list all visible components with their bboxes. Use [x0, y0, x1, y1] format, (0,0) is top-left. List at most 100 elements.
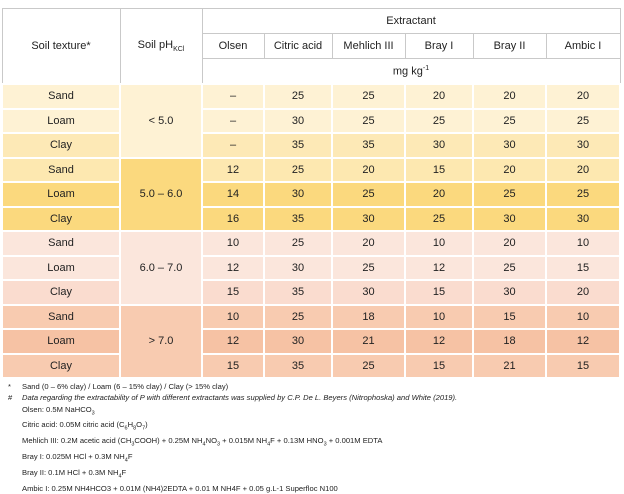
value-cell: 18 — [331, 303, 406, 330]
value-cell: 10 — [201, 303, 265, 330]
subscript: 3 — [91, 410, 95, 417]
value-cell: 15 — [404, 279, 474, 306]
footnote-text: Olsen: 0.5M NaHCO3 — [22, 405, 95, 417]
text: NO — [205, 436, 217, 446]
value-cell: 15 — [201, 352, 265, 379]
value-cell: 30 — [263, 254, 333, 281]
texture-cell: Clay — [1, 132, 121, 159]
footnote-text: Bray II: 0.1M HCl + 0.3M NH4F — [22, 467, 127, 480]
value-cell: 20 — [404, 83, 474, 110]
value-cell: 25 — [404, 205, 474, 232]
text: F — [121, 467, 127, 477]
footnote: # Data regarding the extractability of P … — [8, 392, 620, 403]
value-cell: 21 — [472, 352, 547, 379]
data-row: Sand < 5.0–25 25 20 20 20 — [1, 83, 621, 159]
value-cell: 25 — [472, 107, 547, 134]
value-cell: 20 — [545, 279, 621, 306]
value-cell: 30 — [472, 132, 547, 159]
subscript: 4 — [267, 441, 271, 448]
text: COOH) + 0.25M NH — [134, 436, 203, 446]
data-row: Clay 15 35 30 15 30 20 — [1, 279, 621, 306]
text: Citric acid: 0.05M citric acid (C — [22, 420, 125, 430]
text: F — [127, 452, 133, 462]
subscript: 3 — [323, 441, 327, 448]
value-cell: 30 — [263, 328, 333, 355]
subscript: 8 — [133, 425, 137, 432]
texture-cell: Sand — [1, 230, 121, 257]
value-cell: 12 — [545, 328, 621, 355]
value-cell: 35 — [263, 205, 333, 232]
value-cell: 12 — [404, 254, 474, 281]
footnote-text: Data regarding the extractability of P w… — [22, 393, 457, 402]
column-header: Olsen — [201, 33, 265, 59]
value-cell: 12 — [201, 156, 265, 183]
value-cell: 16 — [201, 205, 265, 232]
value-cell: 30 — [472, 279, 547, 306]
texture-cell: Sand — [1, 156, 121, 183]
data-row: Clay 15 35 25 15 21 15 — [1, 352, 621, 379]
footnote-text: Bray I: 0.025M HCl + 0.3M NH4F — [22, 452, 133, 464]
value-cell: 30 — [263, 107, 333, 134]
value-cell: 30 — [404, 132, 474, 159]
value-cell: 30 — [331, 279, 406, 306]
subscript: 4 — [124, 457, 128, 464]
value-cell: 10 — [404, 303, 474, 330]
texture-cell: Sand — [1, 303, 121, 330]
footnote: Mehlich III: 0.2M acetic acid (CH3COOH) … — [8, 435, 620, 451]
value-cell: 25 — [331, 254, 406, 281]
column-header: Mehlich III — [331, 33, 406, 59]
footnote-text: Mehlich III: 0.2M acetic acid (CH3COOH) … — [22, 436, 382, 448]
page: {"header":{"soil_texture":"Soil texture*… — [1, 8, 621, 493]
text: ) — [145, 420, 148, 430]
texture-cell: Clay — [1, 205, 121, 232]
footnote: Bray I: 0.025M HCl + 0.3M NH4F — [8, 451, 620, 467]
texture-cell: Loam — [1, 107, 121, 134]
header-cell: Extractant — [201, 8, 621, 34]
value-cell: 21 — [331, 328, 406, 355]
subscript: 3 — [131, 441, 135, 448]
text: Bray II: 0.1M HCl + 0.3M NH — [22, 467, 119, 477]
value-cell: 20 — [472, 156, 547, 183]
value-cell: 20 — [472, 83, 547, 110]
table: Soil texture* Soil pHKCl Extractant Olsen Ci… — [1, 8, 621, 379]
header-cell: Soil texture* — [1, 8, 121, 85]
value-cell: 10 — [404, 230, 474, 257]
header-row: Soil texture* Soil pHKCl Extractant — [1, 8, 621, 85]
footnote: Ambic I: 0.25M NH4HCO3 + 0.01M (NH4)2EDT… — [8, 483, 620, 494]
subscript: 3 — [216, 441, 221, 448]
value-cell: 14 — [201, 181, 265, 208]
texture-cell: Clay — [1, 279, 121, 306]
texture-cell: Clay — [1, 352, 121, 379]
value-cell: – — [201, 107, 265, 134]
footnote-marker: # — [8, 393, 13, 403]
footnotes: * Sand (0 – 6% clay) / Loam (6 – 15% clay… — [8, 381, 620, 494]
ph-cell: 5.0 – 6.0 — [119, 156, 203, 232]
value-cell: 25 — [545, 107, 621, 134]
data-row: Loam 12 30 21 12 18 12 — [1, 328, 621, 355]
texture-cell: Sand — [1, 83, 121, 110]
text: O — [136, 420, 143, 430]
value-cell: 25 — [472, 254, 547, 281]
value-cell: 25 — [263, 230, 333, 257]
value-cell: 20 — [404, 181, 474, 208]
data-row: Clay –35 35 30 30 30 — [1, 132, 621, 159]
ph-cell: 6.0 – 7.0 — [119, 230, 203, 306]
value-cell: 25 — [263, 156, 333, 183]
subscript: 7 — [142, 425, 146, 432]
value-cell: 25 — [472, 181, 547, 208]
footnote-marker: * — [8, 382, 11, 391]
value-cell: 25 — [263, 303, 333, 330]
header-row: Olsen Citric acid Mehlich III Bray I Bray II… — [2, 33, 621, 59]
value-cell: 15 — [201, 279, 265, 306]
text: F + 0.13M HNO — [270, 436, 324, 446]
value-cell: 20 — [331, 156, 406, 183]
value-cell: 35 — [263, 352, 333, 379]
value-cell: 30 — [545, 205, 621, 232]
header-text: Soil pH — [137, 38, 174, 51]
value-cell: 10 — [545, 230, 621, 257]
unit-cell: mg kg-1 — [201, 58, 621, 85]
data-row: Sand 5.0 – 6.0 12 25 20 15 20 20 — [1, 156, 621, 232]
ph-cell: < 5.0 — [119, 83, 203, 159]
column-header: Bray II — [472, 33, 547, 59]
column-header: Bray I — [404, 33, 474, 59]
